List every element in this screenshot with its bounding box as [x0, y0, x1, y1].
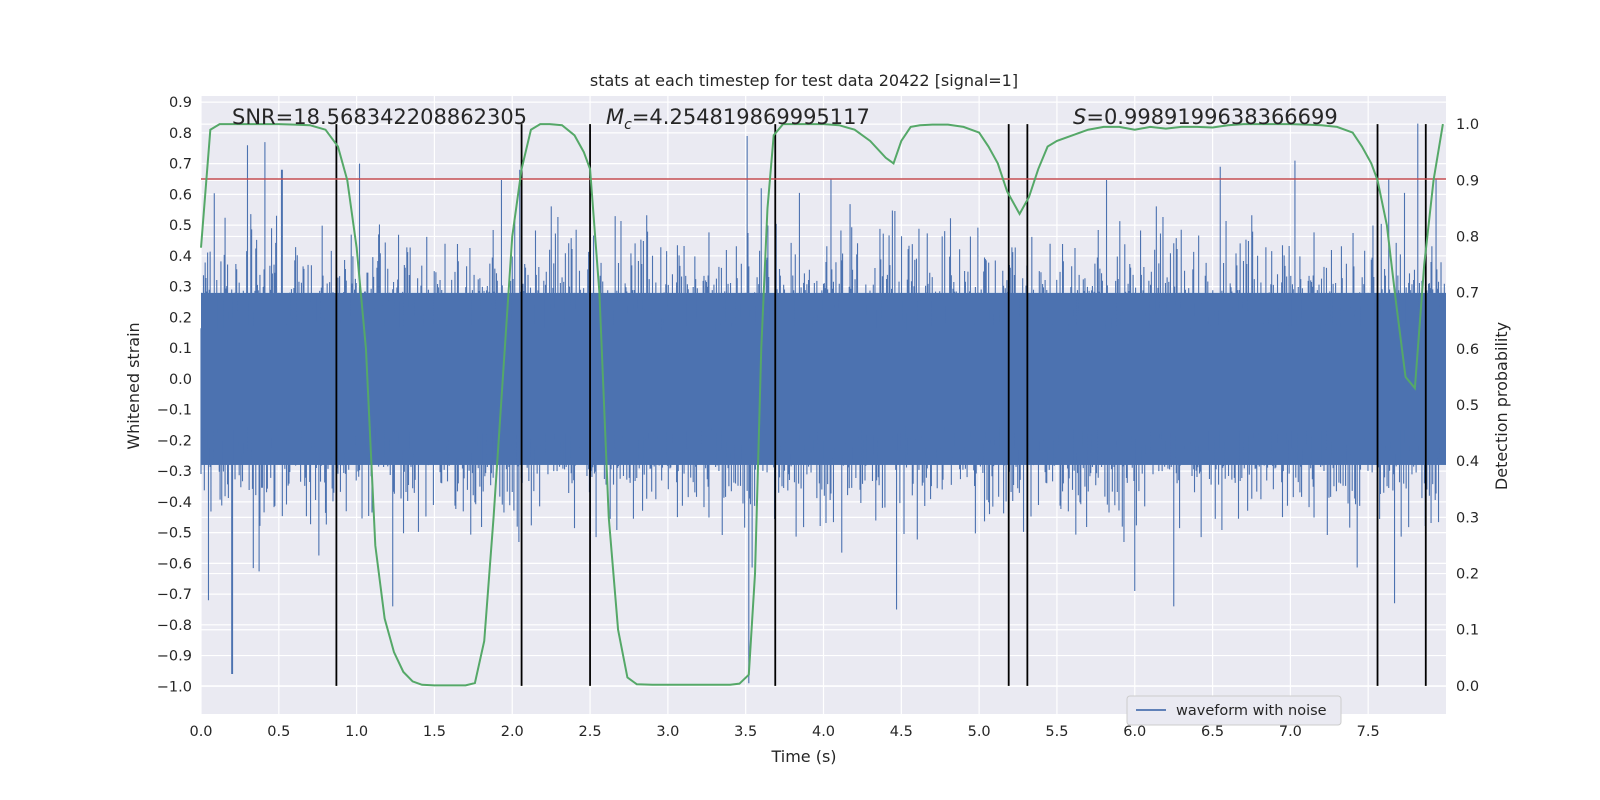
chirp-mass-subscript: c	[624, 117, 632, 133]
y-tick-label: −0.7	[157, 587, 192, 603]
x-tick-label: 6.5	[1201, 724, 1224, 740]
detection-probability-series	[200, 123, 1444, 687]
chart-title: stats at each timestep for test data 204…	[590, 71, 1018, 90]
chirp-mass-value: =4.254819869995117	[632, 105, 870, 129]
y-tick-label: 0.7	[169, 157, 192, 173]
x-tick-label: 4.0	[812, 724, 835, 740]
y2-tick-label: 0.8	[1456, 229, 1479, 245]
y2-tick-label: 0.1	[1456, 623, 1479, 639]
y-tick-label: 0.1	[169, 341, 192, 357]
chirp-mass-annotation: Mc=4.254819869995117	[606, 105, 870, 133]
y-tick-label: 0.4	[169, 249, 192, 265]
x-tick-label: 3.5	[734, 724, 757, 740]
waveform-with-noise-series	[200, 123, 1446, 684]
y-tick-label: −0.9	[157, 649, 192, 665]
y-tick-label: −1.0	[157, 679, 192, 695]
legend: waveform with noise	[1126, 695, 1342, 726]
y-tick-label: −0.1	[157, 403, 192, 419]
y2-tick-label: 0.3	[1456, 510, 1479, 526]
y2-tick-label: 0.9	[1456, 173, 1479, 189]
y2-tick-label: 1.0	[1456, 117, 1479, 133]
y-tick-label: 0.8	[169, 126, 192, 142]
y2-axis-label: Detection probability	[1492, 322, 1511, 490]
x-tick-label: 2.5	[579, 724, 602, 740]
x-tick-label: 0.5	[267, 724, 290, 740]
y-tick-label: 0.9	[169, 95, 192, 111]
x-axis-ticks: 0.0 0.5 1.0 1.5 2.0 2.5 3.0 3.5 4.0 4.5 5.0 5.5 6.0 6…	[189, 724, 1379, 740]
y-axis-ticks: 0.9 0.8 0.7 0.6 0.5 0.4 0.3 0.2 0.1 0.0 −0.1 −0.2 −0…	[157, 95, 192, 695]
y-tick-label: −0.5	[157, 526, 192, 542]
y2-tick-label: 0.7	[1456, 286, 1479, 302]
score-symbol: S	[1073, 105, 1086, 129]
x-tick-label: 1.5	[423, 724, 446, 740]
snr-annotation: SNR=18.568342208862305	[232, 105, 527, 129]
y-tick-label: −0.8	[157, 618, 192, 634]
event-lines	[335, 124, 1427, 686]
y2-tick-label: 0.6	[1456, 342, 1479, 358]
y2-tick-label: 0.5	[1456, 398, 1479, 414]
y2-tick-label: 0.2	[1456, 567, 1479, 583]
y-tick-label: 0.3	[169, 280, 192, 296]
y2-axis-ticks: 0.0 0.1 0.2 0.3 0.4 0.5 0.6 0.7 0.8 0.9 1.0	[1456, 117, 1479, 695]
y-tick-label: −0.4	[157, 495, 192, 511]
x-tick-label: 5.5	[1045, 724, 1068, 740]
x-tick-label: 5.0	[968, 724, 991, 740]
chirp-mass-symbol: M	[606, 105, 624, 129]
x-axis-label: Time (s)	[770, 747, 836, 766]
y-tick-label: −0.3	[157, 464, 192, 480]
x-tick-label: 0.0	[189, 724, 212, 740]
y-tick-label: 0.6	[169, 187, 192, 203]
score-value: =0.9989199638366699	[1086, 105, 1337, 129]
y-tick-label: −0.6	[157, 556, 192, 572]
x-tick-label: 1.0	[345, 724, 368, 740]
x-tick-label: 7.0	[1279, 724, 1302, 740]
legend-box	[1126, 695, 1342, 726]
x-tick-label: 3.0	[656, 724, 679, 740]
waveform-trace	[200, 123, 1446, 684]
x-tick-label: 7.5	[1357, 724, 1380, 740]
y2-tick-label: 0.4	[1456, 454, 1479, 470]
x-tick-label: 4.5	[890, 724, 913, 740]
y-tick-label: −0.2	[157, 433, 192, 449]
score-annotation: S=0.9989199638366699	[1073, 105, 1338, 129]
x-tick-label: 2.0	[501, 724, 524, 740]
y2-tick-label: 0.0	[1456, 679, 1479, 695]
y-tick-label: 0.0	[169, 372, 192, 388]
y-tick-label: 0.2	[169, 310, 192, 326]
legend-label: waveform with noise	[1176, 703, 1327, 719]
x-tick-label: 6.0	[1123, 724, 1146, 740]
y-axis-label: Whitened strain	[124, 322, 143, 449]
y-tick-label: 0.5	[169, 218, 192, 234]
